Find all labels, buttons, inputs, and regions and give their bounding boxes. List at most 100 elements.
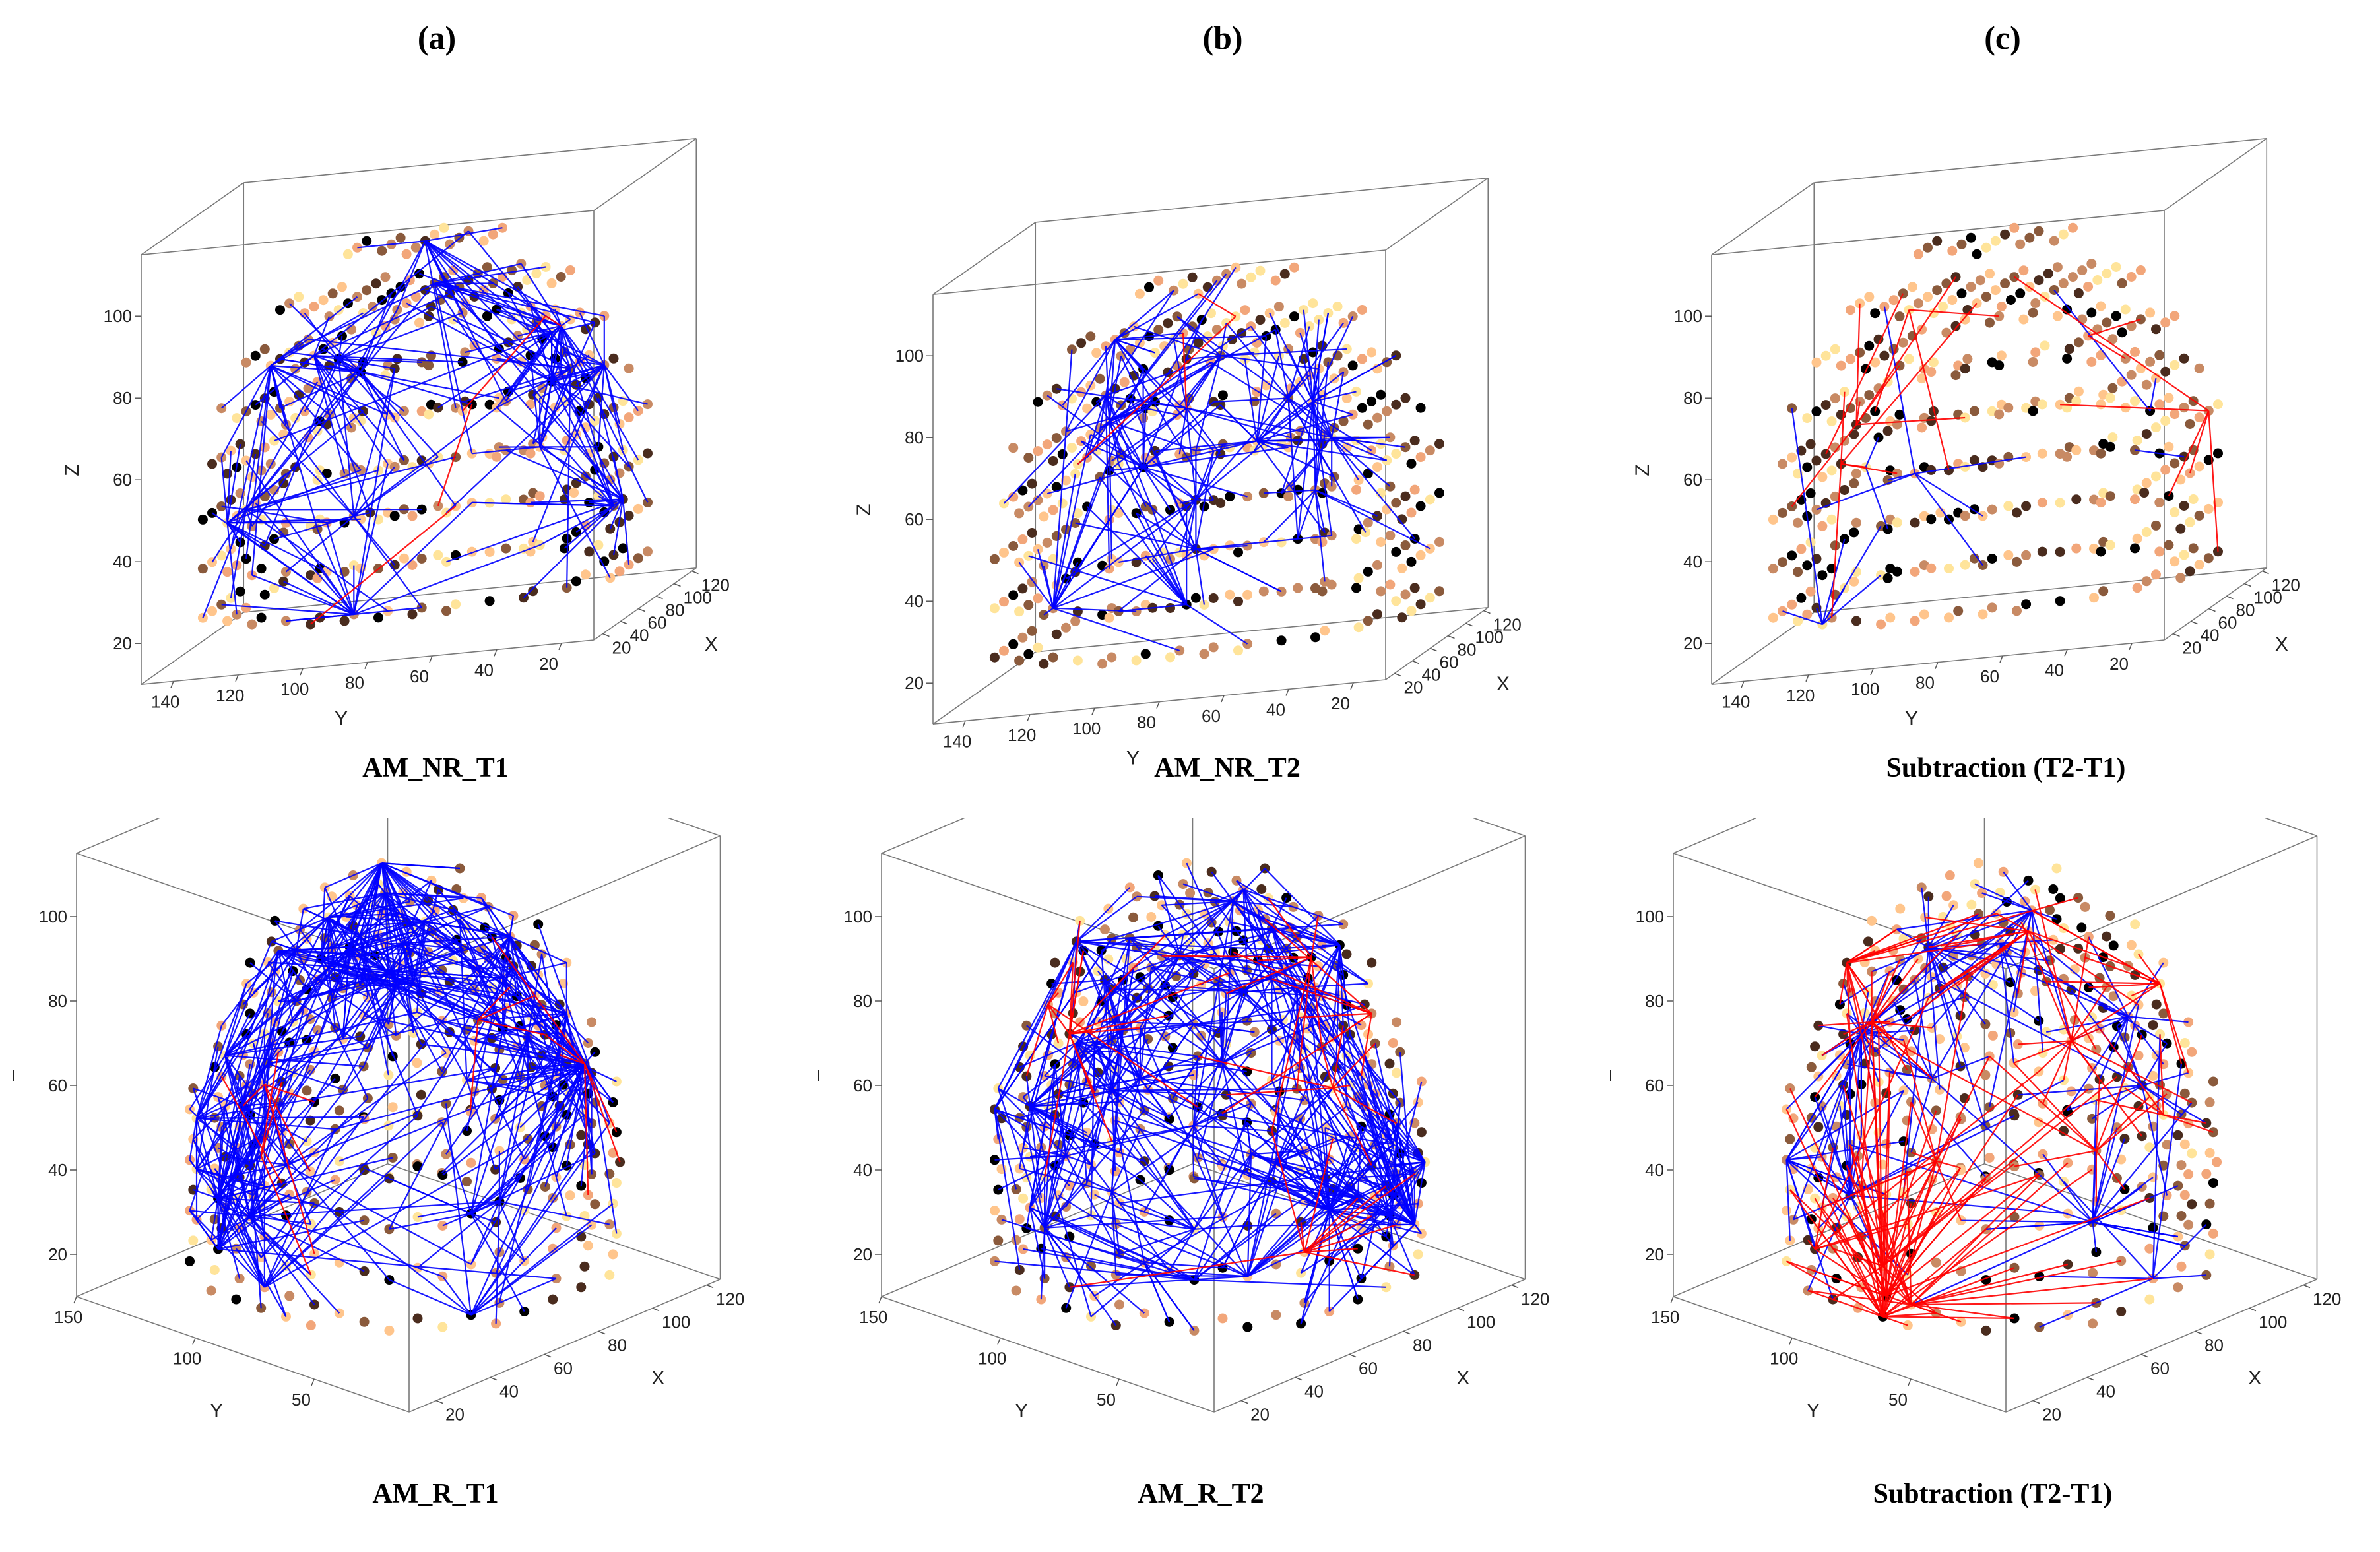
positive-edge [1331,436,1388,461]
node-point [1381,1282,1392,1293]
positive-edge [1169,1062,1223,1068]
positive-edge [591,1072,614,1103]
positive-edge [360,371,499,399]
node-point [2105,911,2115,921]
y-tick [1805,674,1809,682]
positive-edge [424,240,528,330]
positive-edge [1931,1055,1990,1080]
node-point [2049,236,2059,246]
node-point [604,1270,615,1280]
positive-edge [242,1105,307,1142]
positive-edge [189,1159,219,1199]
positive-edge [1066,1155,1091,1166]
positive-edge [466,1079,554,1097]
positive-edge [1029,1105,1120,1153]
negative-edge [2168,410,2210,497]
y-tick-label: 100 [1072,719,1101,738]
positive-edge [1076,887,1131,942]
positive-edge [1134,325,1221,357]
positive-edge [1154,450,1197,550]
node-point [2179,1088,2190,1099]
node-point [1271,1310,1281,1320]
node-point [1023,649,1034,659]
node-point [1320,626,1330,636]
node-point [2141,379,2152,390]
node-point [1225,589,1235,600]
negative-edge [1849,1144,1912,1305]
positive-edge [1104,946,1155,981]
node-point [2086,307,2097,318]
negative-edge [583,1063,621,1163]
positive-edge [1145,401,1156,409]
negative-edge [2018,1040,2072,1045]
negative-edge [2028,930,2129,967]
positive-edge [196,1093,254,1119]
positive-edge [1910,1078,1933,1153]
node-point [1810,1041,1820,1052]
positive-edge [1111,955,1180,1091]
positive-edge [239,1076,244,1106]
z-tick-label: 40 [905,591,924,611]
node-point [2116,1154,2127,1165]
x-tick [2032,1400,2040,1404]
axis-edge [76,818,160,854]
positive-edge [1111,1191,1120,1204]
positive-edge [1264,868,1341,946]
node-point [1820,449,1831,459]
node-point [1376,537,1386,547]
positive-edge [349,946,447,1054]
positive-edge [274,331,552,442]
positive-edge [1865,437,1880,468]
negative-edge [1902,1039,1937,1161]
node-point [1072,655,1083,666]
positive-edge [997,941,1077,1089]
positive-edge [271,892,386,942]
positive-edge [226,522,241,543]
positive-edge [2141,1072,2189,1086]
y-tick-label: 50 [1097,1390,1116,1409]
node-point [1923,242,1933,253]
negative-edge [2071,986,2107,1041]
node-point [1846,354,1855,364]
node-point [2120,304,2131,315]
positive-edge [349,909,453,948]
negative-edge [1807,1239,1816,1250]
positive-edge [226,443,241,523]
node-point [1787,550,1797,561]
positive-edge [1105,346,1110,422]
positive-edge [299,862,383,930]
negative-edge [1025,1004,1049,1077]
node-point [2158,957,2169,968]
node-point [1385,579,1396,590]
positive-edge [1364,1105,1426,1163]
positive-edge [1197,1157,1415,1225]
y-tick [494,649,498,657]
negative-edge [1882,1265,1937,1314]
node-point [2213,448,2223,459]
negative-edge [2071,1019,2076,1041]
z-tick-label: 40 [853,1160,872,1180]
node-point [624,510,634,521]
column-label-c: (c) [1984,19,2021,56]
node-point [1017,534,1028,544]
positive-edge [2141,1043,2168,1086]
positive-edge [268,1047,368,1065]
positive-edge [1076,1029,1124,1044]
node-point [1048,652,1058,663]
positive-edge [1246,1146,1359,1277]
positive-edge [1114,1120,1145,1263]
positive-edge [285,1164,472,1265]
node-point [1384,1058,1395,1069]
x-tick [2208,608,2216,612]
node-point [1347,360,1358,371]
node-point [1104,612,1114,623]
positive-edge [328,967,478,1021]
positive-edge [249,1194,290,1217]
positive-edge [226,523,238,615]
node-point [590,1199,600,1210]
positive-edge [321,958,344,989]
z-tick-label: 60 [1645,1076,1664,1095]
node-point [2154,350,2165,360]
y-tick [878,1296,882,1304]
